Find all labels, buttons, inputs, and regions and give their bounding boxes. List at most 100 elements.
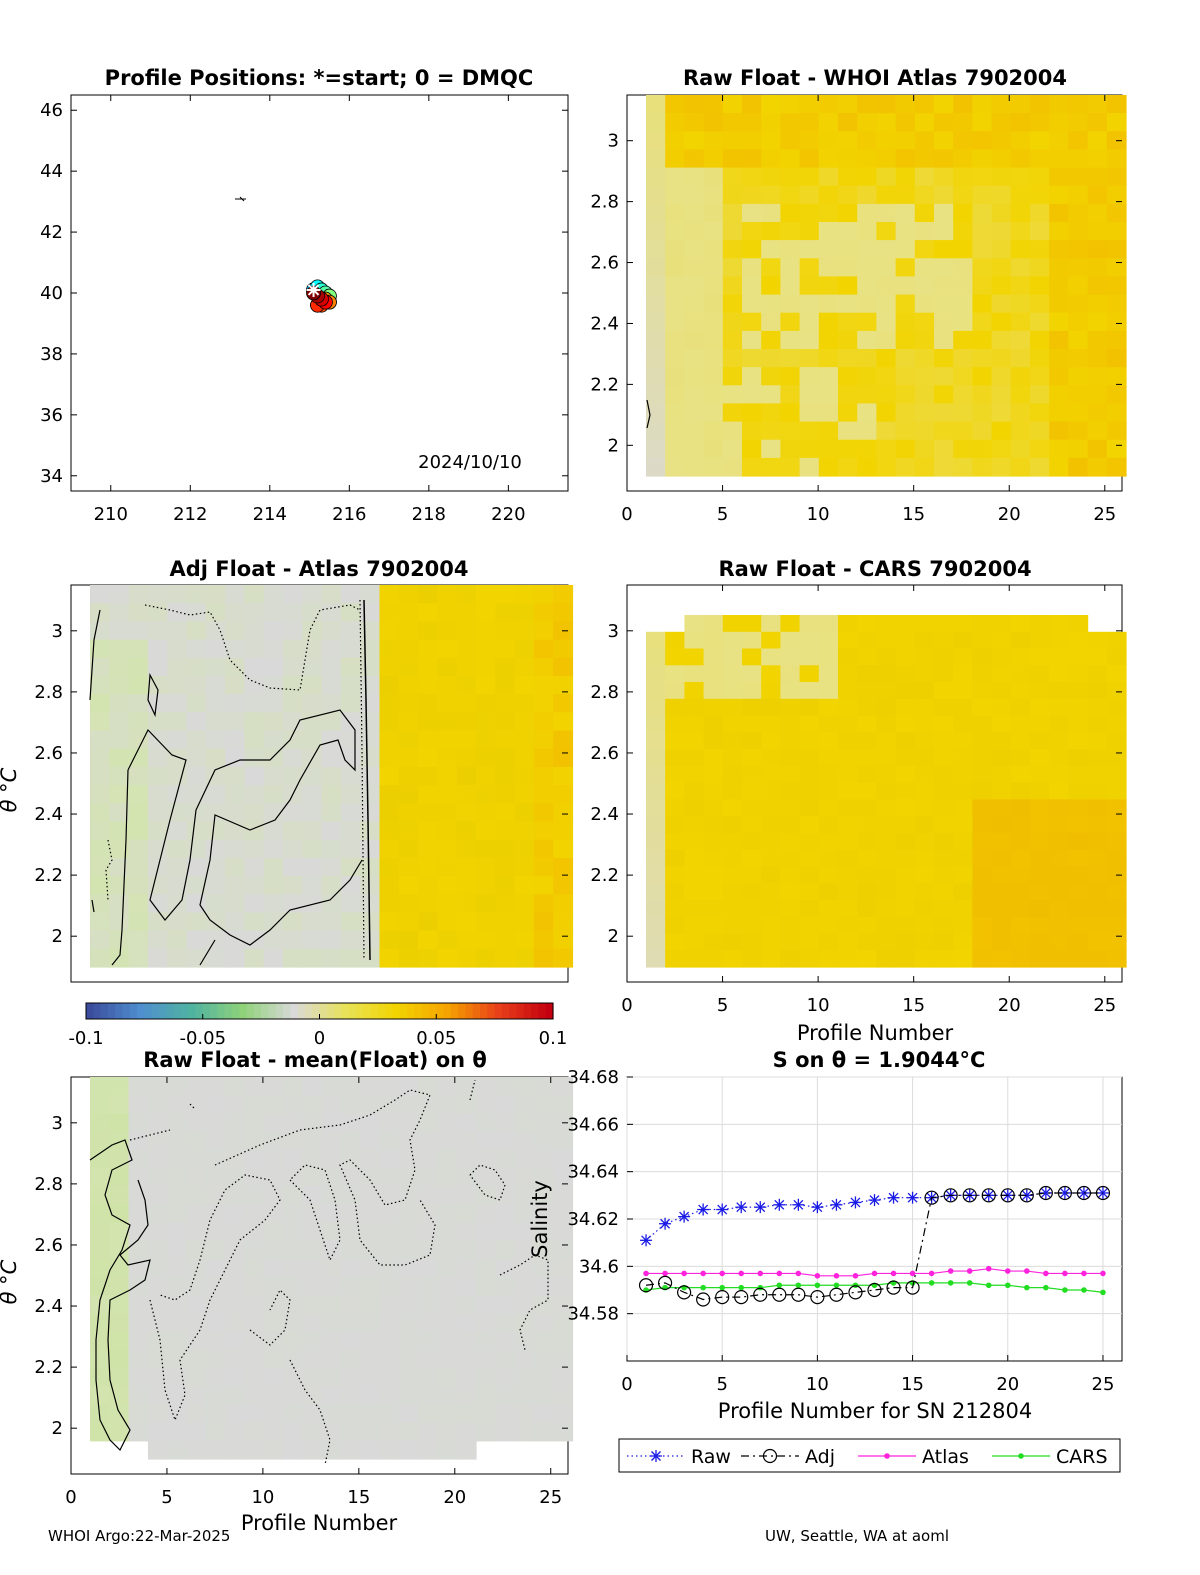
heatmap-cell	[876, 682, 897, 700]
heatmap-cell	[360, 1149, 381, 1169]
heatmap-cell	[722, 421, 743, 441]
heatmap-cell	[1068, 682, 1089, 700]
heatmap-cell	[895, 276, 916, 296]
heatmap-cell	[495, 676, 516, 695]
heatmap-cell	[476, 785, 496, 804]
series-point-adj	[810, 1289, 825, 1305]
heatmap-cell	[1049, 866, 1069, 884]
heatmap-cell	[321, 585, 342, 604]
heatmap-cell	[128, 1131, 149, 1151]
heatmap-cell	[742, 749, 762, 767]
legend-label-atlas: Atlas	[922, 1446, 969, 1468]
heatmap-cell	[742, 950, 762, 968]
cars-xtick-label: 25	[1093, 995, 1116, 1016]
mean-contours-dotted	[129, 1079, 549, 1466]
heatmap-cell	[934, 866, 954, 884]
heatmap-cell	[437, 730, 458, 750]
colorbar-tick-label: 0	[314, 1028, 325, 1049]
heatmap-cell	[147, 603, 168, 622]
heatmap-cell	[263, 748, 284, 768]
heatmap-cell	[1049, 765, 1069, 784]
heatmap-cell	[953, 799, 973, 817]
heatmap-cell	[1010, 648, 1031, 666]
heatmap-cell	[1010, 421, 1031, 441]
heatmap-cell	[703, 222, 724, 241]
heatmap-cell	[147, 1404, 168, 1424]
heatmap-cell	[109, 676, 130, 695]
heatmap-cell	[972, 149, 993, 169]
heatmap-cell	[1068, 631, 1089, 650]
heatmap-cell	[1087, 457, 1108, 477]
heatmap-cell	[360, 876, 381, 895]
heatmap-cell	[302, 839, 323, 859]
colorbar-swatch	[341, 1003, 350, 1019]
heatmap-cell	[398, 1331, 419, 1351]
heatmap-cell	[225, 1095, 245, 1114]
heatmap-cell	[205, 1131, 226, 1151]
heatmap-cell	[914, 222, 935, 241]
heatmap-cell	[895, 421, 916, 441]
heatmap-cell	[418, 785, 438, 804]
heatmap-cell	[684, 276, 705, 296]
heatmap-cell	[742, 131, 762, 150]
heatmap-cell	[1010, 457, 1031, 477]
heatmap-cell	[838, 131, 858, 150]
heatmap-cell	[799, 294, 820, 314]
heatmap-cell	[321, 1368, 342, 1387]
heatmap-cell	[263, 1131, 284, 1151]
heatmap-cell	[953, 765, 973, 784]
colorbar-swatch	[356, 1003, 364, 1019]
heatmap-cell	[684, 385, 705, 404]
heatmap-cell	[302, 1149, 323, 1169]
cars-xtick-label: 15	[902, 995, 925, 1016]
heatmap-cell	[379, 1222, 400, 1242]
heatmap-cell	[533, 1349, 554, 1369]
heatmap-cell	[90, 1077, 110, 1096]
heatmap-cell	[283, 1149, 303, 1169]
heatmap-cell	[340, 1222, 361, 1242]
heatmap-cell	[263, 1095, 284, 1114]
heatmap-cell	[418, 948, 438, 968]
heatmap-cell	[799, 900, 820, 918]
heatmap-cell	[495, 712, 516, 732]
heatmap-cell	[418, 694, 438, 713]
heatmap-cell	[991, 276, 1012, 296]
heatmap-cell	[1049, 149, 1069, 169]
heatmap-cell	[263, 930, 284, 950]
heatmap-cell	[722, 385, 743, 404]
heatmap-cell	[514, 694, 535, 713]
heatmap-cell	[722, 149, 743, 169]
heatmap-cell	[553, 1331, 574, 1351]
heatmap-cell	[244, 1168, 265, 1187]
heatmap-cell	[263, 857, 284, 877]
heatmap-cell	[742, 385, 762, 404]
heatmap-cell	[244, 785, 265, 804]
cars-xtick-label: 5	[717, 995, 728, 1016]
heatmap-cell	[321, 1095, 342, 1114]
heatmap-cell	[761, 330, 781, 350]
heatmap-cell	[533, 1149, 554, 1169]
colorbar-swatch	[399, 1003, 408, 1019]
heatmap-cell	[1030, 665, 1050, 683]
heatmap-cell	[186, 1313, 207, 1333]
heatmap-cell	[109, 712, 130, 732]
map-ytick-label: 34	[40, 466, 63, 487]
heatmap-cell	[533, 803, 554, 823]
heatmap-cell	[838, 782, 858, 800]
heatmap-cell	[1010, 185, 1031, 205]
heatmap-cell	[109, 1277, 130, 1296]
heatmap-cell	[167, 948, 188, 968]
heatmap-cell	[761, 631, 781, 650]
heatmap-cell	[703, 950, 724, 968]
heatmap-cell	[360, 1186, 381, 1205]
heatmap-cell	[991, 749, 1012, 767]
heatmap-cell	[818, 276, 839, 296]
heatmap-cell	[742, 933, 762, 951]
heatmap-cell	[283, 1349, 303, 1369]
heatmap-cell	[418, 1077, 438, 1096]
heatmap-cell	[283, 894, 303, 913]
heatmap-cell	[205, 748, 226, 768]
heatmap-cell	[1087, 149, 1108, 169]
heatmap-cell	[665, 167, 685, 187]
heatmap-cell	[109, 1422, 130, 1442]
